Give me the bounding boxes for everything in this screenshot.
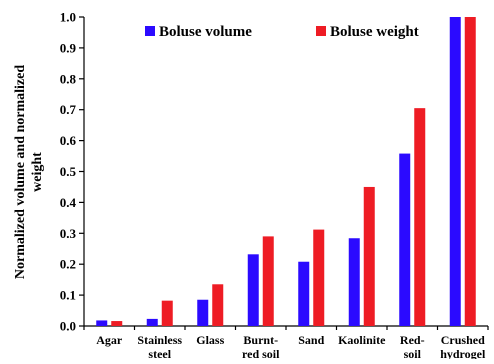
bar (96, 320, 108, 326)
y-tick-label: 0.6 (60, 133, 77, 148)
y-tick-label: 0.4 (60, 195, 77, 210)
y-tick-label: 0.5 (60, 164, 77, 179)
x-tick-label-line: red soil (242, 347, 280, 359)
y-tick-label: 0.9 (60, 40, 77, 55)
x-tick-label: Sand (298, 333, 324, 347)
x-tick-label-line: Kaolinite (338, 333, 386, 347)
x-tick-label-line: hydrogel (440, 347, 486, 359)
x-axis: Agar Stainless steel Glass Burnt-red soil San… (83, 325, 489, 361)
x-tick-label: Kaolinite (338, 333, 386, 347)
bar (146, 318, 158, 326)
x-tick-label: Stainless steel (137, 333, 182, 359)
legend-swatch (145, 26, 155, 36)
x-tick-label: Crushed hydrogel (440, 333, 486, 359)
y-axis: 0.0 0.1 0.2 0.3 0.4 0.5 0.6 0.7 0.8 0.9 1.0 (60, 10, 85, 334)
bar (161, 300, 173, 326)
x-tick-label-line: soil (404, 347, 422, 359)
x-tick-label-line: Stainless (137, 333, 182, 347)
x-tick-label-line: Glass (196, 333, 224, 347)
y-tick-label: 0.0 (60, 319, 76, 334)
bar (313, 229, 325, 326)
bar (399, 153, 411, 326)
bar (298, 261, 310, 326)
y-axis-label-line: weight (30, 152, 45, 192)
bar (262, 236, 274, 326)
bars (96, 17, 476, 326)
x-tick-label: Glass (196, 333, 224, 347)
y-tick-label: 0.8 (60, 71, 77, 86)
y-axis-label-line: Normalized volume and normalized (13, 65, 28, 279)
y-axis-label: Normalized volume and normalized weight (13, 65, 45, 279)
series-1 (111, 17, 476, 326)
legend-swatch (316, 26, 326, 36)
bar (414, 108, 426, 326)
x-tick-label: Burnt-red soil (242, 333, 280, 359)
bar (247, 254, 259, 326)
bar (363, 186, 375, 326)
x-tick-label: Agar (96, 333, 123, 347)
y-tick-label: 0.7 (60, 102, 77, 117)
bar (111, 321, 123, 326)
y-tick-label: 1.0 (60, 10, 76, 25)
x-tick-label: Red-soil (400, 333, 425, 359)
x-tick-label-line: Burnt- (243, 333, 278, 347)
x-tick-label-line: Crushed (441, 333, 485, 347)
y-tick-label: 0.2 (60, 257, 76, 272)
bar (449, 17, 461, 326)
y-axis-title: Normalized volume and normalized weight (13, 65, 45, 279)
y-tick-label: 0.1 (60, 288, 76, 303)
bar (464, 17, 476, 326)
x-tick-label-line: Red- (400, 333, 425, 347)
bar (348, 238, 360, 326)
legend-label: Boluse volume (159, 24, 252, 40)
series-0 (96, 17, 461, 326)
x-tick-label-line: Sand (298, 333, 324, 347)
bar (212, 284, 224, 326)
x-tick-label-line: Agar (96, 333, 123, 347)
y-tick-label: 0.3 (60, 226, 77, 241)
bar (197, 299, 209, 326)
x-tick-label-line: steel (148, 347, 171, 359)
legend-label: Boluse weight (330, 24, 419, 40)
legend: Boluse volume Boluse weight (145, 24, 419, 40)
